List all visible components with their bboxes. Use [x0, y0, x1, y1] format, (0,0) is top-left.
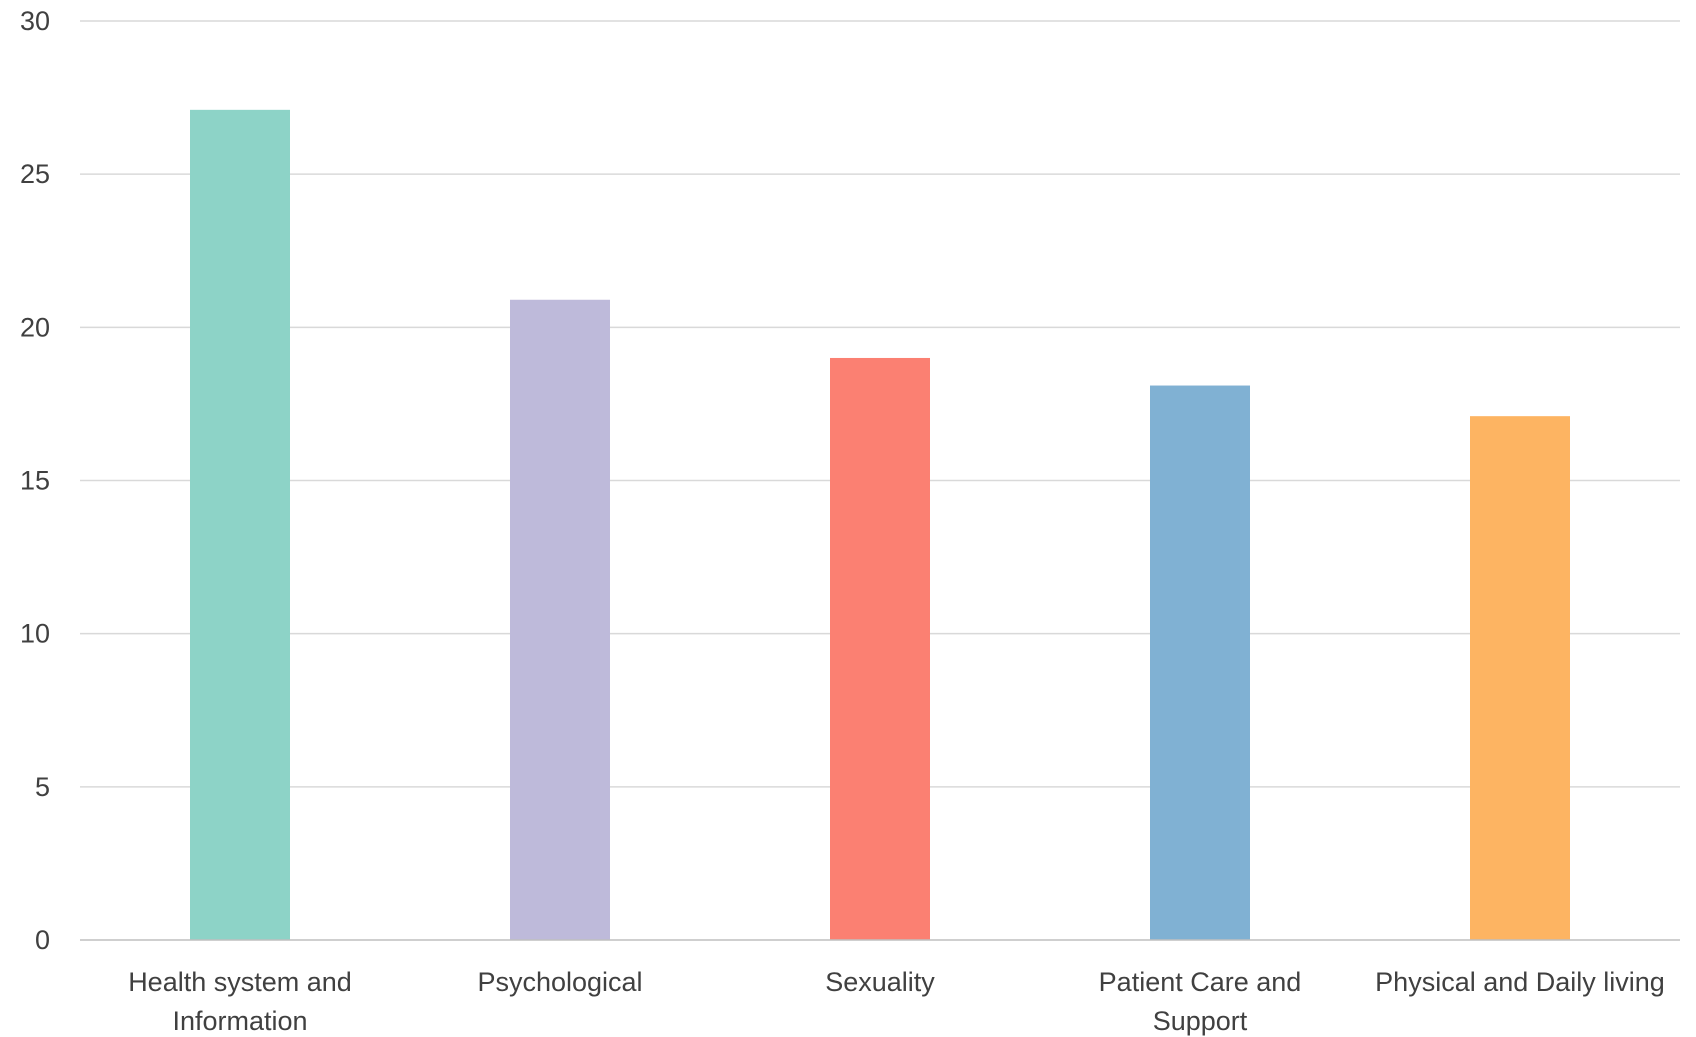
x-category-label-line: Sexuality: [825, 967, 935, 997]
y-tick-label: 15: [20, 466, 50, 496]
bars: [190, 109, 1570, 941]
x-category-label-line: Patient Care and: [1099, 967, 1302, 997]
y-tick-label: 0: [35, 925, 50, 955]
bar: [1470, 416, 1570, 940]
y-tick-label: 10: [20, 619, 50, 649]
x-axis-category-labels: Health system and Information Psychologica…: [128, 967, 1665, 1036]
y-axis-tick-labels: 0 5 10 15 20 25 30: [20, 6, 50, 955]
y-tick-label: 20: [20, 312, 50, 342]
x-category-label-line: Psychological: [477, 967, 642, 997]
x-category-label: Sexuality: [825, 967, 935, 997]
x-category-label: Physical and Daily living: [1375, 967, 1665, 997]
x-category-label: Patient Care and Support: [1099, 967, 1302, 1036]
y-tick-label: 25: [20, 159, 50, 189]
x-category-label-line: Health system and: [128, 967, 352, 997]
bar: [190, 109, 290, 940]
x-category-label-line: Support: [1153, 1006, 1248, 1036]
bar: [1150, 385, 1250, 941]
bar: [830, 357, 930, 940]
x-category-label-line: Physical and Daily living: [1375, 967, 1665, 997]
x-category-label-line: Information: [172, 1006, 307, 1036]
y-tick-label: 30: [20, 6, 50, 36]
x-category-label: Health system and Information: [128, 967, 352, 1036]
x-category-label: Psychological: [477, 967, 642, 997]
bar: [510, 299, 610, 941]
y-tick-label: 5: [35, 772, 50, 802]
